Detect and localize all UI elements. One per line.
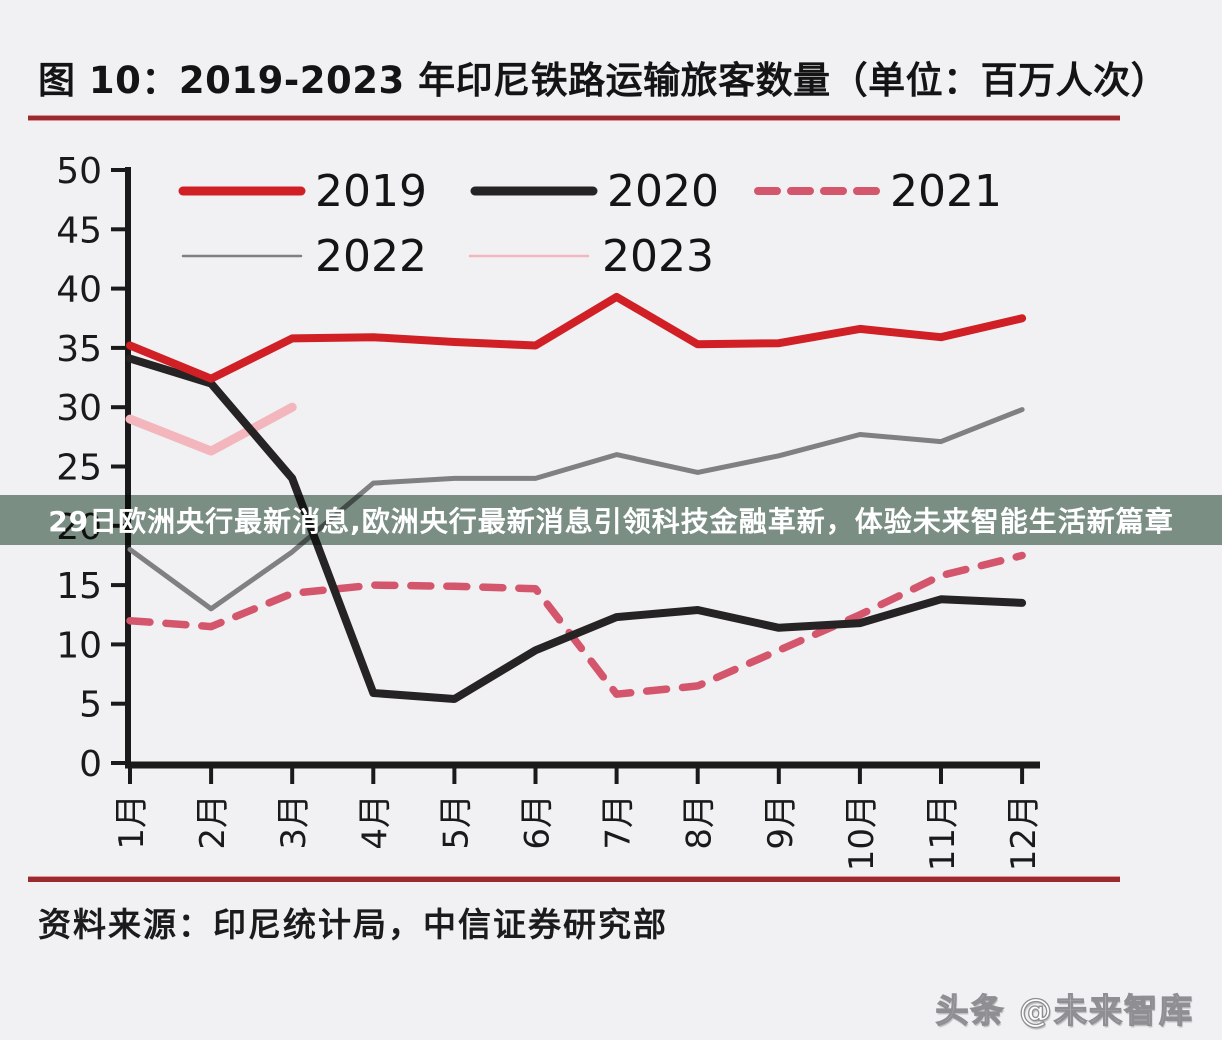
y-tick-label: 35	[56, 329, 102, 370]
series-line-2023	[125, 402, 297, 456]
legend-label-2021: 2021	[890, 166, 1002, 217]
legend-label-2022: 2022	[315, 231, 427, 282]
x-tick-label: 9月	[761, 794, 801, 850]
y-tick-label: 40	[56, 270, 102, 311]
y-tick-label: 0	[79, 744, 102, 785]
legend-item-2022: 2022	[181, 231, 427, 282]
y-tick-label: 25	[56, 448, 102, 489]
toutiao-watermark: 头条 @未来智库	[935, 990, 1194, 1030]
x-tick-label: 4月	[355, 794, 395, 850]
legend-label-2019: 2019	[315, 166, 427, 217]
series-line-2021	[126, 551, 1026, 698]
series-line-2020	[126, 354, 1027, 703]
series-line-2022	[127, 407, 1025, 612]
overlay-banner-text: 29日欧洲央行最新消息,欧洲央行最新消息引领科技金融革新，体验未来智能生活新篇章	[48, 505, 1174, 538]
title-underline-rule	[28, 116, 1120, 120]
legend-item-2023: 2023	[468, 231, 714, 282]
x-tick-label: 7月	[599, 794, 639, 850]
x-tick-label: 2月	[193, 794, 233, 850]
legend-item-2021: 2021	[754, 166, 1002, 217]
figure-title: 图 10：2019-2023 年印尼铁路运输旅客数量（单位：百万人次）	[38, 59, 1169, 102]
y-tick-label: 50	[56, 151, 102, 192]
x-tick-label: 5月	[436, 794, 476, 850]
x-tick-label: 10月	[842, 794, 882, 871]
overlay-banner-background	[0, 495, 1222, 545]
y-tick-label: 10	[56, 625, 102, 666]
x-tick-label: 3月	[274, 794, 314, 850]
x-tick-label: 6月	[518, 794, 558, 850]
legend-label-2020: 2020	[607, 166, 719, 217]
y-tick-label: 5	[79, 685, 102, 726]
x-tick-label: 12月	[1004, 794, 1044, 871]
x-tick-label: 11月	[923, 794, 963, 871]
legend-item-2020: 2020	[470, 166, 719, 217]
legend-label-2023: 2023	[602, 231, 714, 282]
x-tick-label: 1月	[112, 794, 152, 850]
legend-item-2019: 2019	[178, 166, 427, 217]
x-tick-label: 8月	[680, 794, 720, 850]
y-tick-label: 45	[56, 210, 102, 251]
series-line-2019	[126, 292, 1027, 383]
source-divider-rule	[28, 877, 1120, 882]
y-tick-label: 15	[56, 566, 102, 607]
y-tick-label: 30	[56, 388, 102, 429]
source-label: 资料来源：印尼统计局，中信证券研究部	[38, 905, 668, 944]
